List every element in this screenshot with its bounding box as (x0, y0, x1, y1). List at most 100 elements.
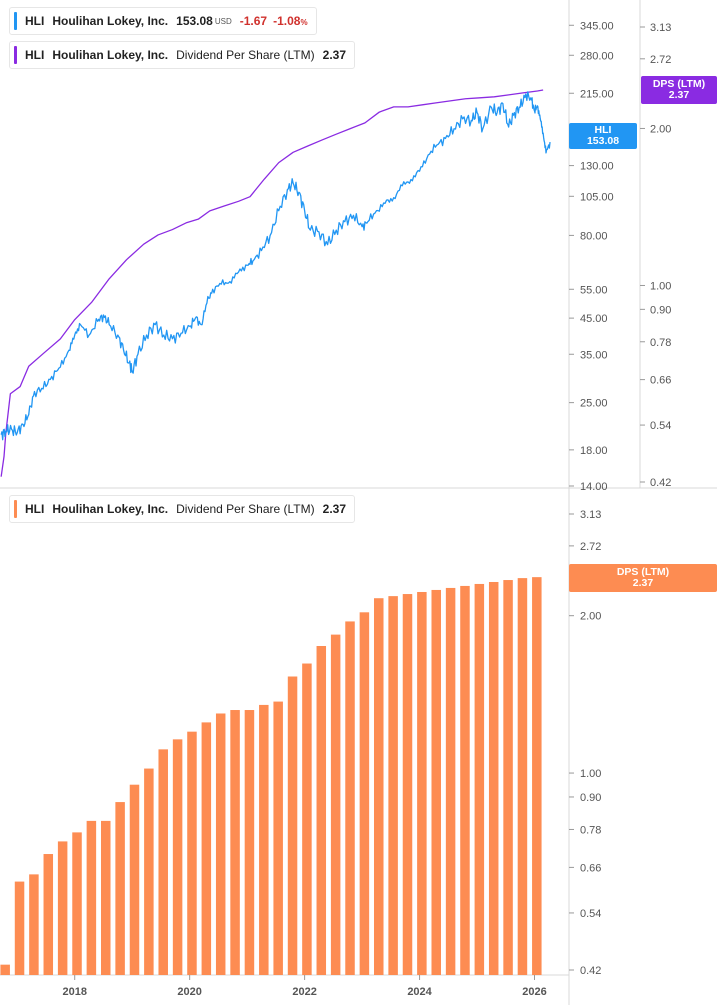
dps-bar (532, 577, 542, 975)
dps-bottom-tick-label: 0.54 (580, 908, 601, 920)
dps-top-swatch (14, 46, 17, 64)
dps-top-legend[interactable]: HLI Houlihan Lokey, Inc. Dividend Per Sh… (9, 41, 355, 69)
price-tick-label: 130.00 (580, 161, 614, 173)
price-tick-label: 215.00 (580, 88, 614, 100)
dps-bar (503, 580, 513, 975)
dps-bar (215, 713, 226, 975)
price-tick-label: 80.00 (580, 230, 608, 242)
dps-bar (417, 591, 427, 975)
dps-bar (330, 634, 341, 975)
x-tick-label: 2024 (407, 986, 432, 998)
legend-change: -1.67 (239, 14, 268, 28)
dps-bar (445, 587, 456, 975)
dps-bar (14, 881, 25, 975)
line-series (0, 89, 551, 477)
dps-bar (201, 722, 212, 975)
dps-top-tick-label: 0.42 (650, 477, 671, 489)
dps-bar (72, 832, 82, 975)
dps-bar (57, 841, 68, 975)
dps-bar (43, 854, 54, 975)
dps-top-tick-label: 2.72 (650, 54, 671, 66)
dps-bar (101, 820, 111, 975)
dps-bottom-tag: DPS (LTM) 2.37 (569, 564, 717, 592)
price-tick-label: 14.00 (580, 481, 608, 493)
dps-bar (86, 820, 97, 975)
dps-bar (316, 645, 327, 975)
price-tick-label: 45.00 (580, 313, 608, 325)
dps-bottom-tick-label: 0.90 (580, 792, 601, 804)
dps-line (0, 89, 544, 477)
legend-ticker: HLI (25, 48, 45, 62)
dps-bar (187, 731, 197, 975)
dps-top-tick-label: 1.00 (650, 280, 671, 292)
dps-bottom-tag-value: 2.37 (632, 577, 654, 589)
legend-currency: USD (214, 16, 232, 26)
price-tick-label: 105.00 (580, 191, 614, 203)
dps-top-tick-label: 0.54 (650, 420, 671, 432)
dps-bar (0, 964, 10, 975)
legend-change-pct-value: -1.08 (273, 14, 301, 28)
price-series-swatch (14, 12, 17, 30)
dps-bar (172, 739, 183, 975)
dps-bar (273, 701, 283, 975)
dps-bar (158, 749, 168, 975)
price-tick-label: 35.00 (580, 349, 608, 361)
legend-metric-value: 2.37 (322, 502, 346, 516)
dps-bottom-tick-label: 2.00 (580, 611, 601, 623)
dps-bar (388, 596, 398, 975)
price-tick-label: 18.00 (580, 445, 608, 457)
dps-bottom-tag-label: DPS (LTM) (616, 566, 670, 578)
dps-top-tick-label: 0.90 (650, 304, 671, 316)
dps-bar (431, 589, 441, 975)
dps-top-tick-label: 2.00 (650, 123, 671, 135)
legend-ticker: HLI (25, 14, 45, 28)
legend-metric: Dividend Per Share (LTM) (176, 502, 315, 516)
dps-bar (359, 612, 370, 975)
dps-bottom-tick-label: 1.00 (580, 768, 601, 780)
price-last-tag: HLI 153.08 (569, 123, 637, 149)
legend-metric: Dividend Per Share (LTM) (176, 48, 315, 62)
price-tick-label: 25.00 (580, 398, 608, 410)
dps-top-tag-label: DPS (LTM) (652, 78, 706, 90)
dps-bar (488, 581, 499, 975)
legend-ticker: HLI (25, 502, 45, 516)
dps-bar (244, 710, 255, 975)
dps-bottom-tick-label: 0.78 (580, 824, 601, 836)
price-axis: 345.00280.00215.00170.00130.00105.0080.0… (569, 20, 614, 493)
dps-bottom-tick-label: 3.13 (580, 509, 601, 521)
dps-bar (302, 663, 312, 975)
x-tick-label: 2018 (62, 986, 86, 998)
dps-bar (374, 598, 384, 975)
dps-bars (0, 577, 542, 975)
dps-bar (460, 585, 470, 975)
dps-top-tag: DPS (LTM) 2.37 (641, 76, 717, 104)
dps-top-tick-label: 3.13 (650, 22, 671, 34)
dps-bar (259, 704, 269, 975)
dps-bottom-legend[interactable]: HLI Houlihan Lokey, Inc. Dividend Per Sh… (9, 495, 355, 523)
x-tick-label: 2022 (292, 986, 316, 998)
dps-top-tag-value: 2.37 (668, 89, 690, 101)
dps-bar (144, 768, 154, 975)
legend-change-pct: -1.08% (273, 14, 307, 28)
legend-company-name: Houlihan Lokey, Inc. (52, 502, 169, 516)
legend-metric-value: 2.37 (322, 48, 346, 62)
price-tick-label: 55.00 (580, 284, 608, 296)
price-tick-label: 280.00 (580, 50, 614, 62)
dps-bar (230, 710, 240, 975)
price-tag-ticker: HLI (594, 124, 612, 136)
dps-bar (474, 583, 485, 975)
dps-axis-top: 3.13 2.72 2.00 1.00 0.90 0.78 0.66 0.54 0.42 (640, 22, 671, 489)
legend-last-price: 153.08 (176, 14, 213, 28)
x-tick-label: 2026 (522, 986, 546, 998)
dps-bottom-tick-label: 0.42 (580, 965, 601, 977)
dps-bottom-tick-label: 0.66 (580, 862, 601, 874)
dps-bottom-swatch (14, 500, 17, 518)
price-tag-value: 153.08 (586, 135, 620, 147)
dps-bar (29, 874, 39, 975)
dps-axis-bottom: 3.13 2.72 2.00 1.00 0.90 0.78 0.66 0.54 0.42 (569, 509, 601, 977)
dps-bottom-tick-label: 2.72 (580, 541, 601, 553)
dps-bar (402, 594, 413, 975)
x-tick-label: 2020 (177, 986, 201, 998)
price-legend[interactable]: HLI Houlihan Lokey, Inc. 153.08 USD -1.6… (9, 7, 317, 35)
